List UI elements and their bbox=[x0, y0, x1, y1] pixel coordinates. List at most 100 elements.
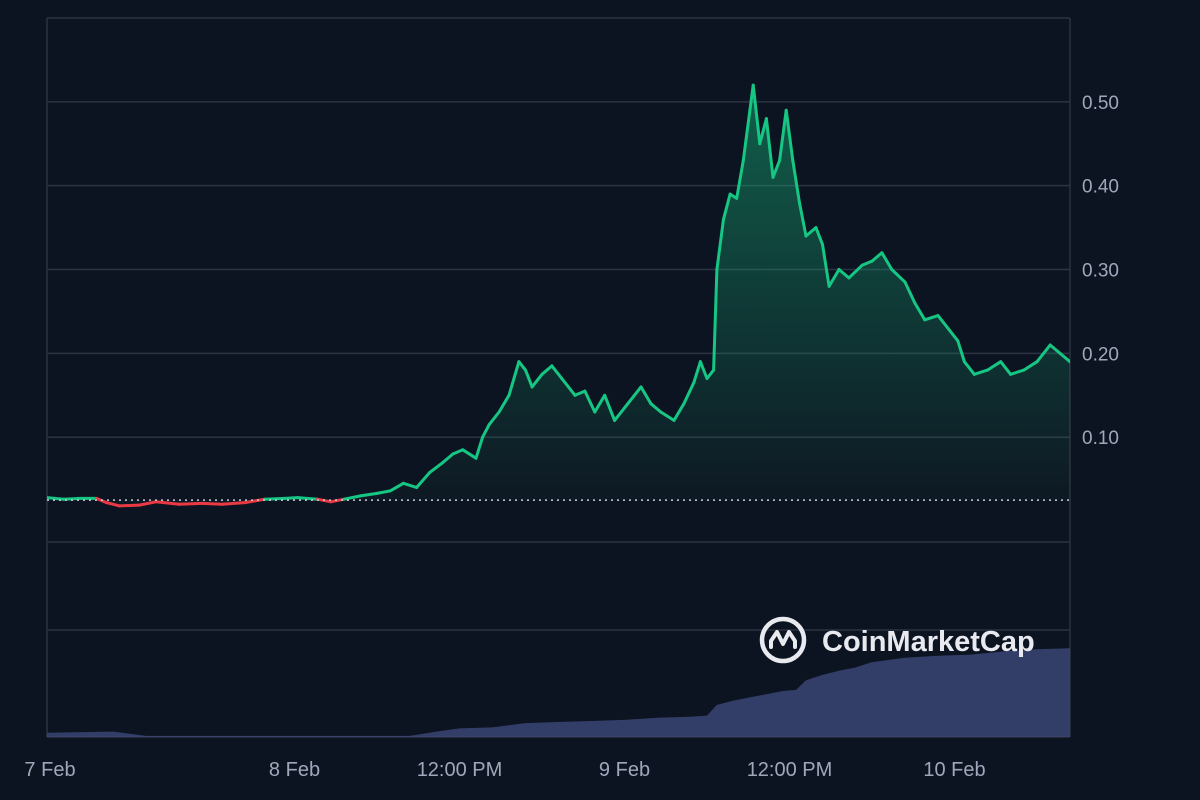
price-segment bbox=[698, 360, 709, 380]
price-segment bbox=[296, 496, 320, 501]
price-area bbox=[47, 85, 1070, 506]
price-segment bbox=[481, 423, 491, 439]
price-segment bbox=[771, 159, 782, 179]
price-segment bbox=[751, 83, 762, 146]
price-segment bbox=[388, 481, 405, 493]
price-segment bbox=[441, 452, 455, 464]
price-segment bbox=[837, 268, 851, 280]
coinmarketcap-logo-icon bbox=[759, 616, 807, 664]
price-segment bbox=[692, 360, 702, 385]
price-segment bbox=[626, 385, 643, 406]
price-segment bbox=[243, 497, 267, 505]
price-segment bbox=[659, 410, 676, 422]
price-segment bbox=[524, 368, 534, 389]
watermark: CoinMarketCap bbox=[759, 616, 1035, 664]
price-segment bbox=[682, 381, 696, 406]
price-segment bbox=[758, 117, 768, 146]
price-segment bbox=[428, 460, 445, 474]
price-segment bbox=[735, 159, 745, 200]
price-segment bbox=[487, 410, 501, 427]
price-segment bbox=[705, 368, 716, 380]
price-segment bbox=[890, 268, 907, 284]
price-area-fill bbox=[47, 85, 1070, 506]
price-segment bbox=[507, 360, 521, 397]
volume-area bbox=[47, 648, 1070, 737]
price-segment bbox=[1100, 383, 1103, 391]
price-segment bbox=[583, 389, 597, 414]
x-tick-label: 8 Feb bbox=[269, 759, 320, 781]
price-segment bbox=[715, 217, 725, 271]
price-segment bbox=[741, 108, 752, 162]
x-tick-label: 12:00 PM bbox=[417, 759, 503, 781]
x-tick-label: 7 Feb bbox=[24, 759, 75, 781]
price-segment bbox=[283, 496, 300, 500]
price-segment bbox=[461, 448, 478, 460]
price-segment bbox=[860, 259, 874, 267]
price-segment bbox=[913, 301, 927, 322]
watermark-label: CoinMarketCap bbox=[822, 626, 1035, 658]
volume-fill bbox=[47, 648, 1070, 737]
price-segment bbox=[712, 268, 719, 372]
price-segment bbox=[870, 251, 884, 263]
price-segment bbox=[62, 496, 82, 501]
y-tick-label: 0.30 bbox=[1082, 261, 1119, 282]
price-segment bbox=[342, 494, 362, 501]
price-segment bbox=[946, 326, 960, 343]
price-segment bbox=[936, 314, 950, 330]
price-segment bbox=[263, 496, 287, 501]
price-series bbox=[47, 83, 1103, 508]
price-segment bbox=[603, 393, 617, 422]
price-segment bbox=[972, 368, 989, 376]
price-segment bbox=[1090, 374, 1100, 391]
y-tick-label: 0.50 bbox=[1082, 93, 1119, 114]
price-segment bbox=[827, 268, 841, 288]
price-segment bbox=[517, 360, 527, 372]
price-segment bbox=[530, 372, 544, 389]
price-segment bbox=[375, 489, 392, 495]
price-segment bbox=[778, 108, 788, 162]
x-axis-ticks: 7 Feb 8 Feb 12:00 PM 9 Feb 12:00 PM 10 Feb bbox=[24, 759, 985, 781]
price-segment bbox=[1022, 360, 1039, 372]
price-segment bbox=[814, 226, 824, 246]
price-segment bbox=[903, 280, 917, 305]
y-tick-label: 0.40 bbox=[1082, 177, 1119, 198]
x-tick-label: 10 Feb bbox=[923, 759, 985, 781]
price-segment bbox=[722, 192, 732, 221]
price-segment bbox=[451, 448, 465, 456]
price-segment bbox=[1009, 368, 1026, 376]
price-segment bbox=[560, 377, 577, 397]
price-segment bbox=[47, 496, 65, 501]
price-segment bbox=[1058, 351, 1070, 364]
price-segment bbox=[177, 501, 204, 506]
price-segment bbox=[104, 501, 122, 508]
price-segment bbox=[359, 491, 379, 498]
price-segment bbox=[784, 108, 795, 162]
price-segment bbox=[821, 242, 831, 288]
price-segment bbox=[550, 364, 564, 380]
price-segment bbox=[1048, 343, 1062, 355]
price-segment bbox=[137, 500, 158, 507]
price-segment bbox=[956, 339, 966, 364]
price-segment bbox=[200, 501, 224, 506]
price-segment bbox=[220, 501, 247, 506]
price-segment bbox=[797, 200, 808, 238]
price-segment bbox=[497, 393, 511, 414]
price-segment bbox=[791, 159, 801, 204]
price-segment bbox=[764, 117, 775, 179]
price-segment bbox=[847, 263, 864, 280]
price-segment bbox=[573, 389, 587, 397]
price-segment bbox=[1035, 343, 1052, 364]
price-segment bbox=[593, 393, 607, 414]
price-segment bbox=[540, 364, 554, 376]
price-segment bbox=[639, 385, 653, 406]
x-tick-label: 12:00 PM bbox=[747, 759, 833, 781]
x-tick-label: 9 Feb bbox=[599, 759, 650, 781]
price-segment bbox=[999, 360, 1013, 376]
price-segment bbox=[401, 481, 419, 489]
price-segment bbox=[415, 470, 432, 489]
price-segment bbox=[613, 402, 630, 422]
y-tick-label: 0.10 bbox=[1082, 428, 1119, 449]
price-segment bbox=[649, 402, 663, 414]
y-tick-label: 0.20 bbox=[1082, 344, 1119, 365]
